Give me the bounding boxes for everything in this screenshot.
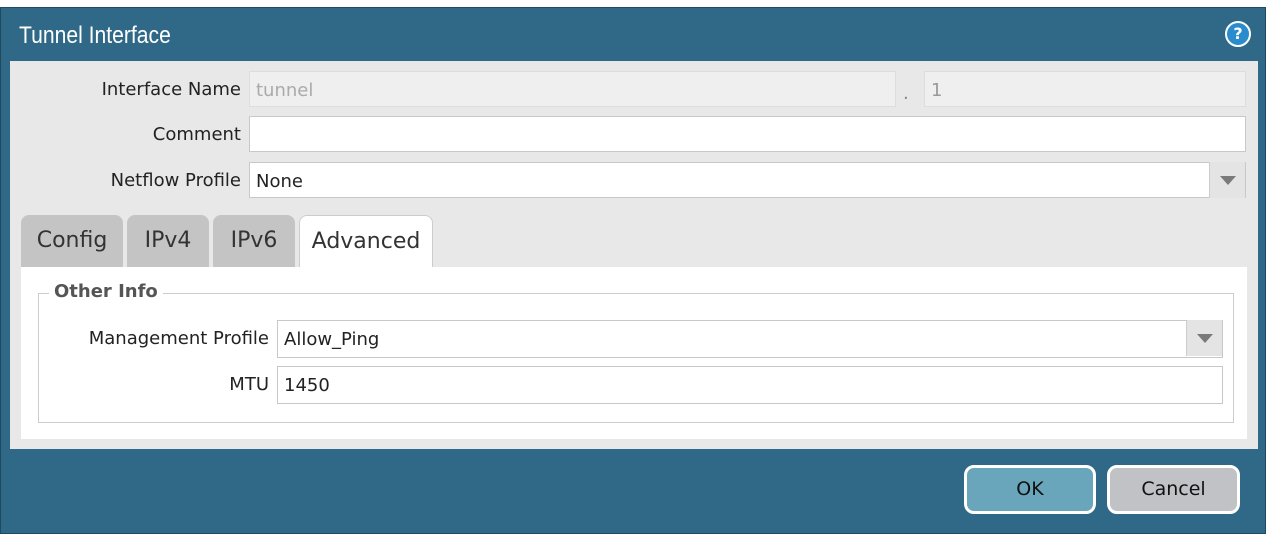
interface-suffix-input[interactable]: 1 [924,71,1246,107]
chevron-down-icon[interactable] [1209,162,1245,198]
dialog-body: Interface Name tunnel . 1 Comment Netflo… [10,61,1258,449]
other-info-fieldset: Other Info Management Profile Allow_Ping… [38,281,1234,423]
netflow-value: None [256,171,303,192]
name-separator: . [903,83,909,104]
management-profile-value: Allow_Ping [284,329,380,350]
tab-ipv4[interactable]: IPv4 [127,215,209,268]
tab-config[interactable]: Config [21,215,123,268]
mtu-input[interactable]: 1450 [277,366,1223,404]
interface-name-label: Interface Name [101,79,241,100]
netflow-profile-label: Netflow Profile [110,170,241,191]
comment-input[interactable] [249,116,1246,152]
ok-button[interactable]: OK [964,465,1096,514]
comment-label: Comment [152,124,241,145]
interface-name-input: tunnel [249,71,896,107]
help-icon[interactable]: ? [1225,21,1251,47]
tab-advanced[interactable]: Advanced [299,215,433,269]
tunnel-interface-dialog: Tunnel Interface ? Interface Name tunnel… [0,7,1266,534]
tab-ipv6[interactable]: IPv6 [213,215,295,268]
mtu-label: MTU [229,374,269,395]
other-info-legend: Other Info [49,281,163,302]
netflow-profile-select[interactable]: None [249,162,1246,198]
advanced-panel: Other Info Management Profile Allow_Ping… [21,267,1247,439]
dialog-title: Tunnel Interface [19,22,171,49]
chevron-down-icon[interactable] [1186,320,1222,356]
management-profile-select[interactable]: Allow_Ping [277,320,1223,358]
management-profile-label: Management Profile [88,328,269,349]
cancel-button[interactable]: Cancel [1107,465,1240,514]
